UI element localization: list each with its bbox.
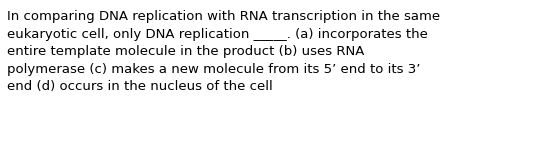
Text: In comparing DNA replication with RNA transcription in the same
eukaryotic cell,: In comparing DNA replication with RNA tr… [7, 10, 440, 93]
